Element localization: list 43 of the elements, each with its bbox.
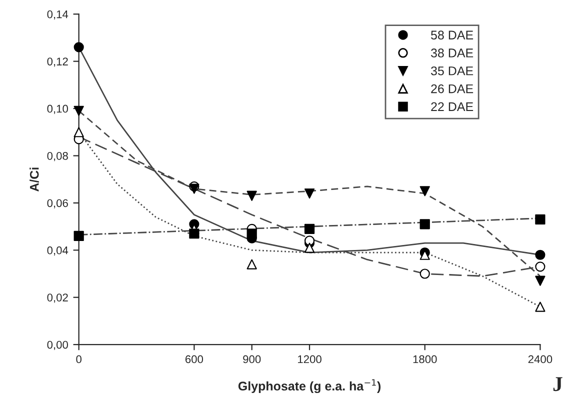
point <box>420 268 430 279</box>
legend-label: 22 DAE <box>431 102 474 111</box>
y-tick-label: 0,14 <box>47 10 68 20</box>
text: J <box>553 377 562 392</box>
point <box>304 188 315 199</box>
point <box>189 184 200 194</box>
point <box>246 228 257 239</box>
point <box>189 228 200 239</box>
y-tick-label: 0,06 <box>47 199 68 208</box>
point <box>74 127 84 138</box>
x-tick-label: 2400 <box>528 355 552 364</box>
point <box>304 224 315 234</box>
point <box>74 106 84 116</box>
legend-label: 58 DAE <box>431 30 474 40</box>
point <box>246 190 257 201</box>
y-axis-title: A/Ci <box>30 168 39 192</box>
x-tick-label: 900 <box>243 355 261 364</box>
point <box>420 186 430 196</box>
point <box>74 230 84 242</box>
point <box>74 42 84 52</box>
point <box>535 250 546 260</box>
point <box>246 259 257 270</box>
y-tick-label: 0,08 <box>47 152 68 162</box>
point <box>535 302 546 312</box>
y-tick-label: 0,12 <box>47 58 68 67</box>
point <box>535 262 546 272</box>
point <box>420 219 430 230</box>
y-tick-label: 0,00 <box>47 340 68 350</box>
x-tick-label: 600 <box>185 355 204 364</box>
point <box>304 236 315 246</box>
point <box>535 276 546 286</box>
x-tick-label: 1800 <box>413 355 437 364</box>
y-tick-label: 0,04 <box>47 246 68 256</box>
x-tick-label: 1200 <box>298 355 322 364</box>
y-tick-label: 0,10 <box>47 104 68 114</box>
point <box>535 214 546 225</box>
x-tick-label: 0 <box>76 355 82 364</box>
legend-label: 35 DAE <box>430 66 474 76</box>
point <box>304 242 315 253</box>
legend-label: 26 DAE <box>431 84 474 94</box>
x-axis-title: Glyphosate (g e.a. ha$^{−1}$) <box>238 379 381 394</box>
legend-label: 38 DAE <box>430 48 474 58</box>
y-tick-label: 0,02 <box>47 294 68 303</box>
